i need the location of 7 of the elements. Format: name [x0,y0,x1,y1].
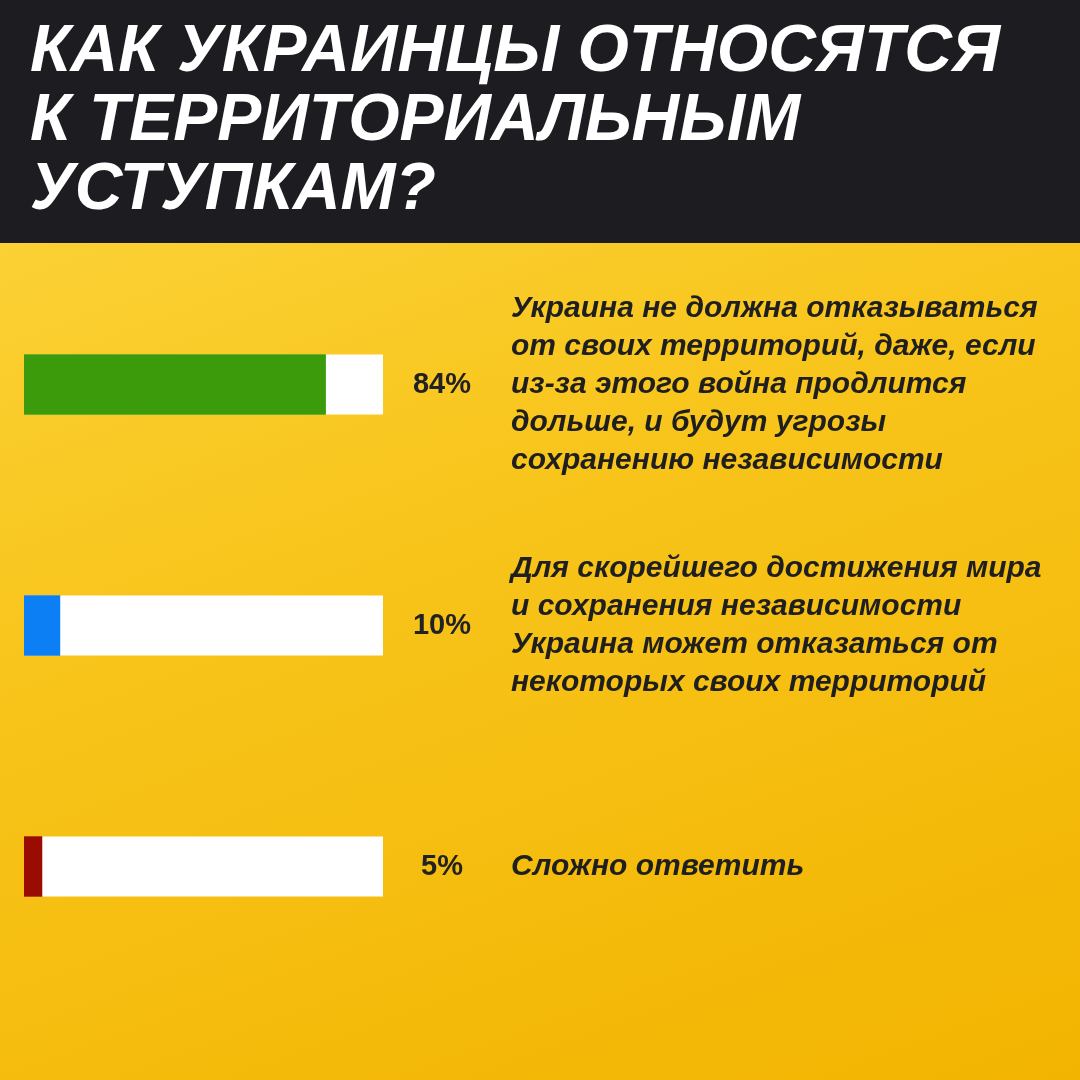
data-label: 10% [412,607,472,640]
y-tick-label: Для скорейшего достижения мира и сохранения независимости Украина может отказаться от некоторых своих территорий [508,549,1042,697]
y-tick-label: Украина не должна отказываться от своих территорий, даже, если из-за этого война продлится дольше, и будут угрозы сохранению независимости [511,289,1038,475]
data-label: 5% [421,848,464,881]
chart-title: КАК УКРАИНЦЫ ОТНОСЯТСЯ К ТЕРРИТОРИАЛЬНЫМ УСТУПКАМ? [30,11,1003,223]
y-tick-label: Сложно ответить [511,847,805,881]
data-label: 84% [412,366,472,399]
